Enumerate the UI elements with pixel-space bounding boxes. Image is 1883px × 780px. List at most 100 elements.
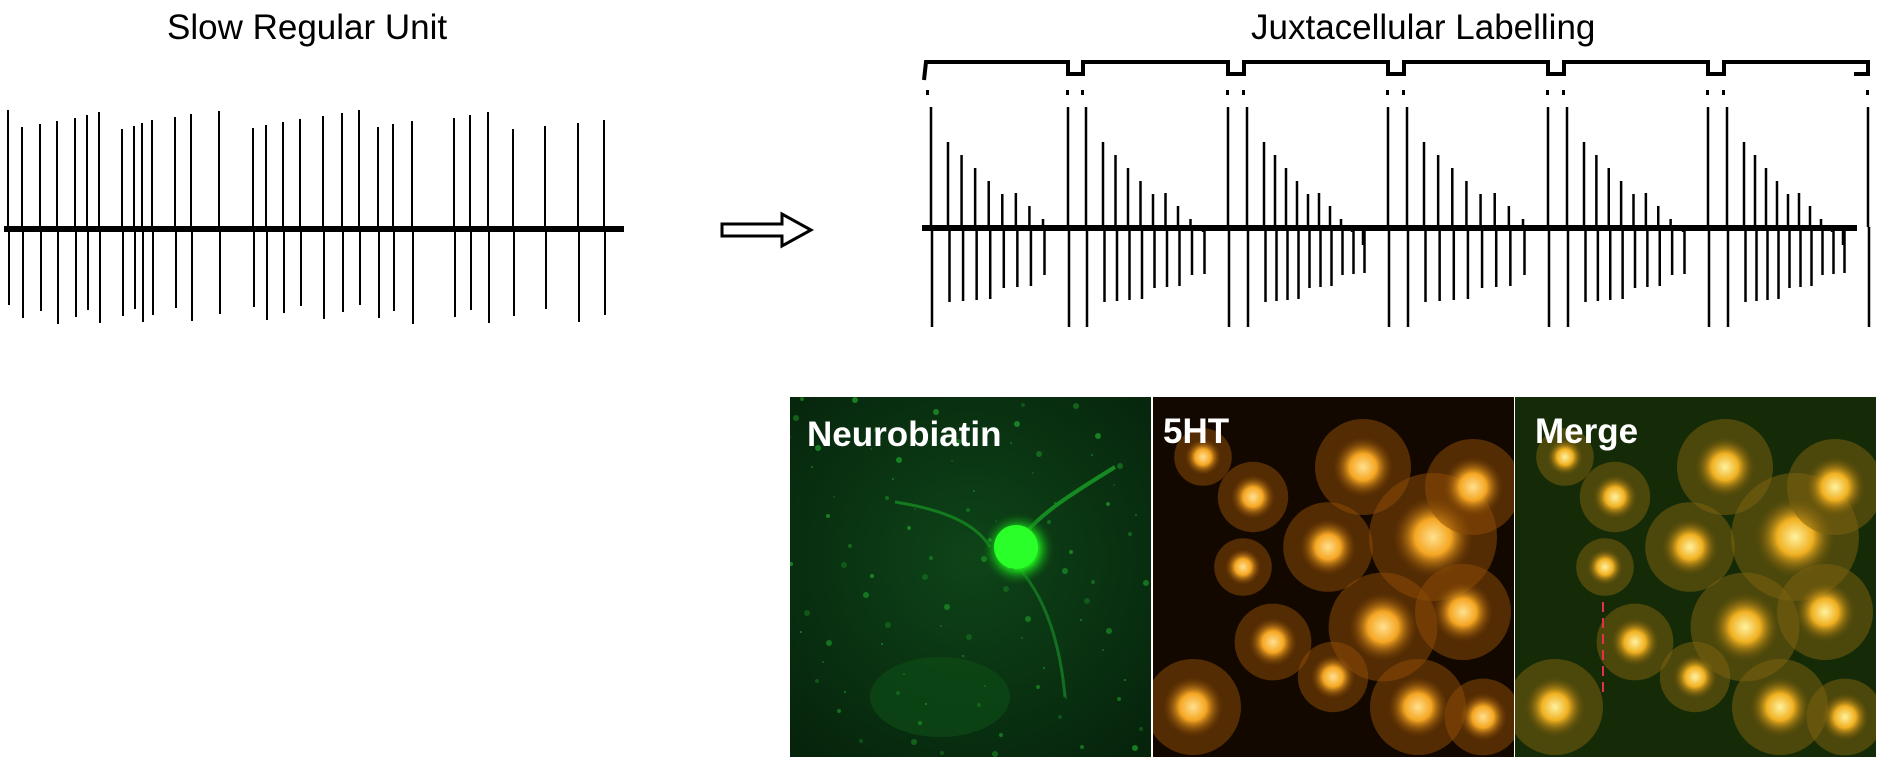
juxtacellular-spikes — [929, 107, 1871, 327]
serotonergic-cell — [1388, 677, 1448, 737]
spike — [74, 118, 77, 317]
spike — [1841, 227, 1846, 273]
speckle — [844, 691, 846, 693]
spike — [299, 119, 302, 306]
spike — [1607, 168, 1612, 300]
serotonergic-cell — [1433, 582, 1493, 642]
spike — [98, 112, 101, 323]
merged-cell — [1673, 655, 1717, 699]
spike — [1273, 155, 1278, 301]
serotonergic-cell — [1225, 549, 1261, 585]
speckle — [929, 556, 933, 560]
spike — [56, 121, 59, 324]
spike — [1176, 206, 1181, 286]
spike — [1753, 155, 1758, 301]
speckle — [881, 643, 883, 645]
speckle — [1139, 727, 1143, 731]
speckle — [999, 733, 1003, 737]
speckle — [1124, 679, 1126, 681]
spike — [1126, 168, 1131, 300]
speckle — [815, 445, 821, 451]
burst-offset-spike — [1226, 107, 1231, 327]
speckle — [885, 496, 889, 500]
speckle — [793, 415, 799, 421]
speckle — [940, 751, 944, 755]
speckle — [1069, 550, 1073, 554]
speckle — [1025, 616, 1031, 622]
burst-onset-spike — [1405, 107, 1410, 327]
serotonergic-cell — [1311, 655, 1355, 699]
speckle — [1003, 586, 1009, 592]
spike — [174, 117, 177, 308]
spike — [1014, 193, 1019, 287]
burst-onset-spike — [929, 107, 934, 327]
tick-mark — [1706, 90, 1709, 95]
speckle — [1102, 649, 1104, 651]
burst-onset-spike — [1245, 107, 1250, 327]
speckle — [1080, 745, 1084, 749]
speckle — [1091, 580, 1095, 584]
speckle — [1047, 520, 1051, 524]
speckle — [1080, 619, 1082, 621]
spike — [252, 128, 255, 307]
speckle — [790, 562, 793, 566]
speckle — [966, 508, 970, 512]
speckle — [911, 739, 917, 745]
spike — [1451, 168, 1456, 300]
speckle — [1010, 568, 1014, 572]
speckle — [1043, 667, 1045, 669]
right-arrow-icon — [720, 211, 815, 249]
spike — [987, 181, 992, 299]
speckle — [800, 631, 802, 633]
speckle — [1143, 580, 1149, 586]
spike — [1028, 206, 1033, 286]
burst-offset-spike — [1066, 107, 1071, 327]
spike — [1797, 193, 1802, 287]
speckle — [922, 574, 928, 580]
spike — [1422, 142, 1427, 302]
spike — [1284, 168, 1289, 300]
speckle — [1113, 484, 1115, 486]
speckle — [892, 478, 894, 480]
merged-cell — [1587, 549, 1623, 585]
spike — [1001, 194, 1006, 288]
speckle — [837, 709, 841, 713]
spike — [341, 113, 344, 312]
serotonergic-cell — [1231, 475, 1275, 519]
speckle — [1117, 463, 1123, 469]
tick-mark — [1066, 90, 1069, 95]
tick-mark — [1546, 90, 1549, 95]
burst-offset-spike — [1706, 107, 1711, 327]
spike — [946, 142, 951, 302]
speckle — [1132, 745, 1138, 751]
speckle — [981, 556, 987, 562]
spike — [392, 124, 395, 311]
speckle — [826, 640, 832, 646]
speckle — [1054, 502, 1056, 504]
spike — [544, 126, 547, 309]
spike — [453, 118, 456, 317]
speckle — [940, 625, 942, 627]
speckle — [800, 397, 804, 401]
speckle — [1036, 685, 1040, 689]
spike — [190, 114, 193, 321]
juxtacellular-labelling-title: Juxtacellular Labelling — [1251, 8, 1596, 47]
spike — [1436, 155, 1441, 301]
spike — [218, 111, 221, 314]
speckle — [852, 397, 858, 403]
spike-train — [7, 110, 606, 324]
tick-mark — [1866, 90, 1869, 95]
spike — [1582, 142, 1587, 302]
spike — [960, 155, 965, 301]
speckle — [1091, 454, 1093, 456]
speckle — [870, 448, 872, 450]
spike — [1479, 194, 1484, 288]
speckle — [903, 673, 905, 675]
speckle — [1095, 433, 1101, 439]
speckle — [1117, 697, 1121, 701]
spike — [39, 124, 42, 311]
serotonergic-cell — [1443, 457, 1503, 517]
spike — [21, 127, 24, 318]
serotonergic-cell — [1163, 677, 1223, 737]
speckle — [944, 604, 950, 610]
